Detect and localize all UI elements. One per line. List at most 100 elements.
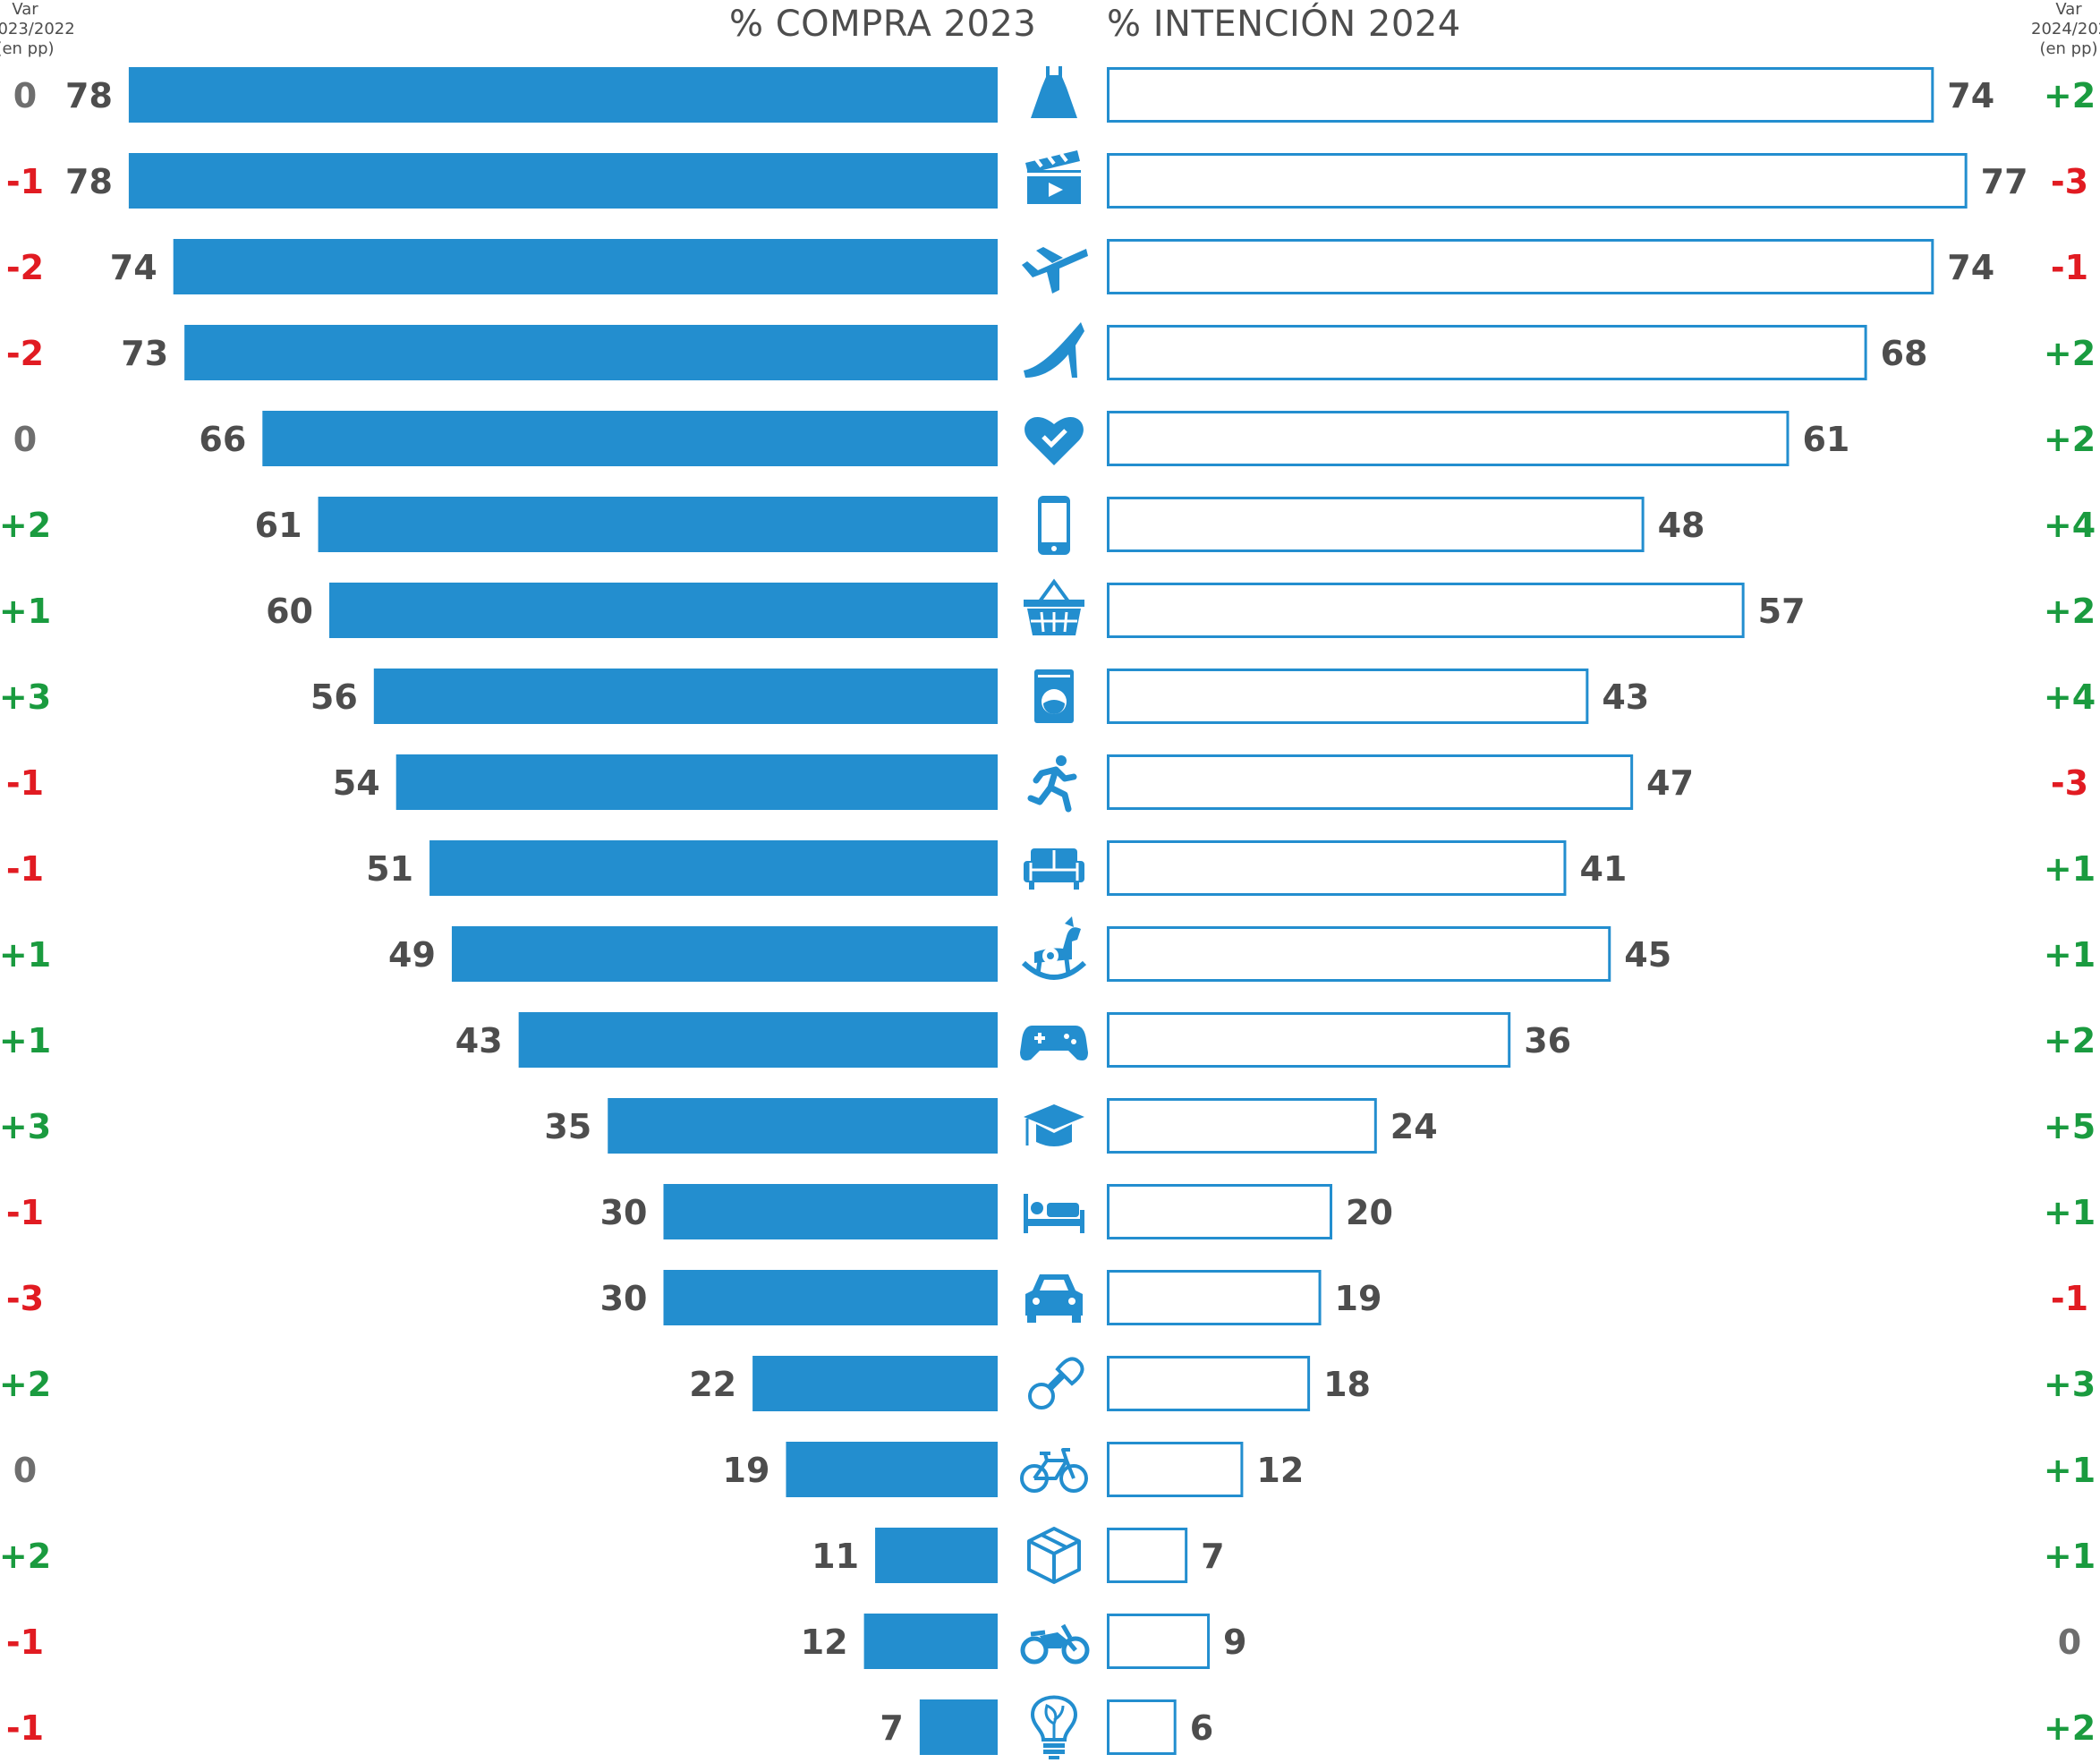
intention-2024-value: 77 <box>1981 162 2028 201</box>
purchase-2023-value: 54 <box>333 763 380 803</box>
intention-2024-bar <box>1107 325 1867 380</box>
intention-2024-value: 41 <box>1579 849 1627 889</box>
purchase-2023-bar <box>663 1184 998 1239</box>
purchase-2023-bar <box>786 1442 998 1497</box>
purchase-2023-bar <box>919 1699 998 1755</box>
intention-2024-value: 48 <box>1658 506 1705 545</box>
smartphone-icon <box>1038 496 1070 555</box>
intention-2024-bar <box>1107 840 1567 896</box>
purchase-2023-bar <box>752 1356 998 1411</box>
intention-2024-bar <box>1107 153 1968 209</box>
motorcycle-icon <box>1020 1623 1090 1665</box>
intention-2024-bar <box>1107 497 1645 552</box>
high-heel-icon <box>1024 322 1084 378</box>
purchase-2023-bar <box>128 153 998 209</box>
variation-2023-2022: +2 <box>0 1365 51 1404</box>
variation-2023-2022: -1 <box>6 1193 44 1232</box>
variation-2023-2022: +3 <box>0 677 51 717</box>
bed-icon <box>1024 1194 1084 1233</box>
purchase-2023-value: 78 <box>65 162 113 201</box>
variation-2023-2022: -1 <box>6 1622 44 1662</box>
variation-2023-2022: +2 <box>0 506 51 545</box>
purchase-2023-value: 43 <box>455 1021 503 1060</box>
variation-2023-2022: +1 <box>0 1021 51 1060</box>
intention-2024-bar <box>1107 1442 1244 1497</box>
rocking-horse-icon <box>1021 916 1087 980</box>
clapperboard-icon <box>1025 150 1081 204</box>
variation-2023-2022: +1 <box>0 592 51 631</box>
intention-2024-value: 9 <box>1223 1622 1246 1662</box>
intention-2024-value: 57 <box>1758 592 1806 631</box>
intention-2024-bar <box>1107 669 1589 724</box>
variation-2024-2023: +1 <box>2044 1193 2096 1232</box>
intention-2024-bar <box>1107 1012 1511 1068</box>
purchase-2023-value: 30 <box>600 1279 648 1318</box>
intention-2024-value: 7 <box>1201 1537 1224 1576</box>
purchase-2023-value: 35 <box>544 1107 591 1146</box>
variation-2023-2022: -1 <box>6 162 44 201</box>
variation-2024-2023: +2 <box>2044 76 2096 115</box>
purchase-2023-value: 19 <box>723 1451 770 1490</box>
intention-2024-bar <box>1107 1098 1377 1154</box>
right-variation-header: Var 2024/2023 (en pp) <box>2031 0 2100 58</box>
intention-2024-value: 36 <box>1524 1021 1571 1060</box>
intention-2024-value: 61 <box>1802 420 1849 459</box>
intention-2024-bar <box>1107 1699 1177 1755</box>
intention-2024-value: 20 <box>1346 1193 1393 1232</box>
variation-2024-2023: +2 <box>2044 1708 2096 1748</box>
purchase-2023-bar <box>173 239 998 294</box>
intention-2024-bar <box>1107 1356 1311 1411</box>
variation-2023-2022: +2 <box>0 1537 51 1576</box>
purchase-2023-bar <box>128 67 998 123</box>
variation-2023-2022: -1 <box>6 763 44 803</box>
intention-2024-bar <box>1107 239 1934 294</box>
variation-2024-2023: +4 <box>2044 506 2096 545</box>
purchase-2023-value: 11 <box>812 1537 859 1576</box>
purchase-2023-bar <box>429 840 998 896</box>
purchase-2023-value: 61 <box>255 506 302 545</box>
intention-2024-bar <box>1107 926 1611 982</box>
purchase-2023-bar <box>863 1614 998 1669</box>
variation-2024-2023: +4 <box>2044 677 2096 717</box>
variation-2024-2023: +2 <box>2044 592 2096 631</box>
graduation-cap-icon <box>1024 1104 1084 1146</box>
purchase-2023-bar <box>329 583 998 638</box>
variation-2024-2023: -1 <box>2051 1279 2088 1318</box>
intention-2024-bar <box>1107 1270 1322 1325</box>
car-icon <box>1025 1274 1083 1323</box>
lightbulb-leaf-icon <box>1030 1695 1078 1759</box>
purchase-2023-bar <box>395 754 998 810</box>
purchase-2023-value: 66 <box>199 420 246 459</box>
purchase-2023-value: 12 <box>801 1622 848 1662</box>
intention-2024-value: 6 <box>1190 1708 1213 1748</box>
intention-2024-bar <box>1107 1528 1188 1583</box>
runner-icon <box>1027 755 1077 813</box>
intention-2024-bar <box>1107 1614 1211 1669</box>
intention-2024-value: 43 <box>1602 677 1649 717</box>
shopping-basket-icon <box>1024 578 1084 635</box>
variation-2024-2023: +1 <box>2044 1451 2096 1490</box>
intention-2024-value: 18 <box>1323 1365 1371 1404</box>
purchase-2023-bar <box>184 325 998 380</box>
intention-2024-bar <box>1107 583 1745 638</box>
variation-2023-2022: 0 <box>13 76 37 115</box>
intention-2024-bar <box>1107 754 1634 810</box>
purchase-2023-value: 73 <box>121 334 168 373</box>
variation-2023-2022: 0 <box>13 1451 37 1490</box>
intention-2024-value: 24 <box>1390 1107 1438 1146</box>
package-icon <box>1027 1527 1081 1584</box>
purchase-2023-value: 7 <box>880 1708 903 1748</box>
pacifier-icon <box>1028 1357 1084 1410</box>
intention-2024-value: 74 <box>1947 76 1994 115</box>
variation-2024-2023: 0 <box>2058 1622 2081 1662</box>
airplane-icon <box>1022 247 1088 294</box>
intention-2024-value: 45 <box>1624 935 1671 975</box>
purchase-2023-bar <box>262 411 998 466</box>
purchase-2023-bar <box>373 669 998 724</box>
variation-2024-2023: +2 <box>2044 334 2096 373</box>
purchase-2023-bar <box>518 1012 998 1068</box>
variation-2024-2023: +1 <box>2044 849 2096 889</box>
bicycle-icon <box>1020 1448 1088 1493</box>
